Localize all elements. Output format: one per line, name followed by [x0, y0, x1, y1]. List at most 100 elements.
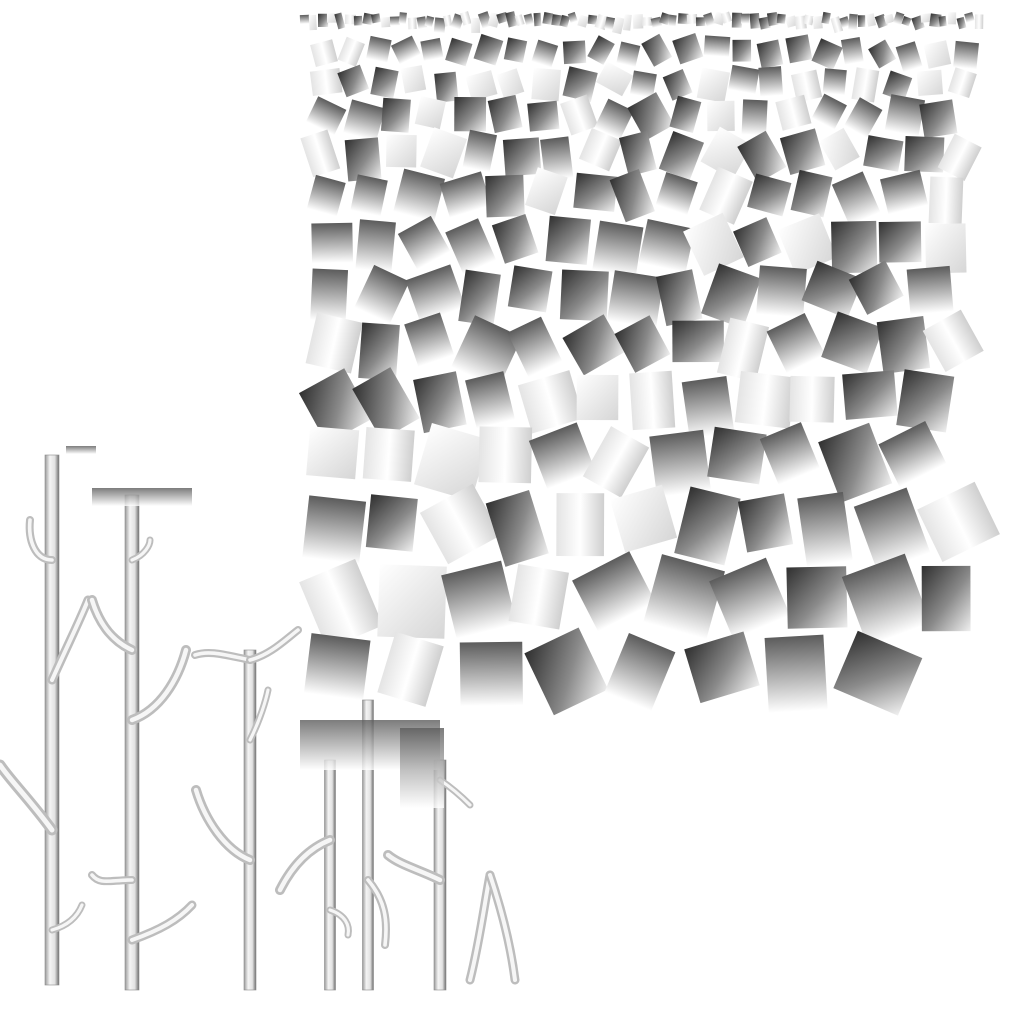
texture-tile [947, 67, 977, 99]
branch-twig [366, 878, 388, 947]
texture-tile [953, 40, 979, 70]
texture-tile [306, 174, 346, 217]
texture-tile [758, 66, 784, 97]
texture-tile [851, 67, 880, 103]
texture-tile [306, 426, 360, 480]
texture-tile [614, 315, 671, 373]
texture-tile [700, 126, 752, 180]
branch-stem [44, 454, 60, 986]
texture-tile [681, 375, 735, 439]
branch-twig [0, 762, 55, 833]
texture-tile [524, 627, 609, 716]
texture-tile [655, 269, 703, 327]
texture-tile [305, 312, 363, 374]
texture-tile [659, 12, 671, 26]
texture-tile [370, 13, 381, 24]
texture-tile [299, 558, 384, 649]
texture-tile [732, 39, 752, 62]
texture-tile [777, 213, 838, 275]
texture-tile [352, 367, 420, 441]
texture-tile [337, 36, 365, 67]
texture-tile [334, 12, 346, 30]
branch-texture-strip [92, 488, 192, 506]
texture-tile [785, 34, 813, 64]
texture-tile [683, 212, 744, 276]
branch-twig [129, 647, 189, 723]
texture-tile [883, 13, 895, 24]
texture-tile [821, 311, 884, 374]
texture-tile [355, 219, 396, 273]
texture-tile [720, 11, 733, 24]
texture-tile [531, 67, 561, 102]
texture-tile [649, 429, 711, 498]
branch-twig [328, 908, 350, 937]
texture-tile [326, 13, 337, 23]
texture-tile [567, 11, 578, 24]
branch-texture-strip [66, 446, 96, 454]
texture-tile [734, 371, 796, 429]
branch-twig [49, 597, 91, 683]
texture-tile [863, 135, 904, 172]
texture-tile [629, 370, 676, 431]
texture-tile [848, 260, 904, 315]
texture-tile [582, 426, 650, 498]
texture-tile [407, 17, 417, 30]
texture-tile [380, 97, 411, 133]
texture-tile [655, 172, 698, 215]
branch-twig [130, 538, 152, 562]
texture-tile [377, 564, 447, 639]
texture-tile [616, 41, 641, 68]
texture-tile [370, 66, 399, 99]
texture-tile [922, 309, 984, 372]
texture-tile [398, 12, 407, 25]
texture-tile [756, 265, 807, 318]
texture-tile [545, 215, 591, 265]
texture-tile [485, 490, 549, 567]
texture-tile [703, 35, 731, 57]
texture-tile [707, 426, 767, 485]
branch-twig [487, 872, 518, 983]
texture-tile [451, 315, 523, 389]
texture-tile [785, 15, 798, 28]
texture-tile [920, 13, 931, 23]
texture-tile [921, 565, 971, 632]
texture-tile [844, 97, 883, 138]
texture-tile [594, 98, 634, 140]
texture-tile [622, 14, 632, 31]
texture-tile [923, 40, 952, 69]
texture-tile [695, 17, 706, 27]
texture-tile [841, 553, 931, 647]
branch-twig [193, 787, 253, 863]
texture-tile [643, 554, 725, 640]
texture-tile [385, 134, 417, 168]
branch-stem [362, 699, 374, 991]
texture-tile [928, 176, 964, 225]
texture-tile [641, 33, 673, 67]
texture-tile [884, 94, 926, 137]
texture-tile [362, 12, 374, 25]
texture-tile [559, 269, 609, 322]
texture-tile [701, 263, 762, 329]
texture-tile [420, 37, 444, 62]
branch-twig [248, 688, 270, 742]
texture-tile [540, 136, 574, 182]
texture-tile [904, 136, 945, 173]
texture-tile [525, 167, 568, 216]
texture-tile [916, 69, 944, 96]
texture-tile [299, 14, 310, 25]
texture-tile [443, 14, 453, 27]
texture-tile [892, 11, 905, 26]
texture-tile [638, 218, 695, 273]
texture-tile [459, 11, 472, 26]
texture-tile [439, 171, 492, 218]
texture-tile [419, 483, 502, 565]
branch-twig [385, 852, 443, 883]
texture-tile [699, 166, 753, 225]
texture-tile [604, 16, 616, 31]
texture-tile [298, 368, 372, 444]
texture-tile [709, 557, 790, 639]
texture-tile [559, 14, 571, 28]
texture-tile [413, 422, 490, 502]
texture-tile [896, 369, 955, 433]
